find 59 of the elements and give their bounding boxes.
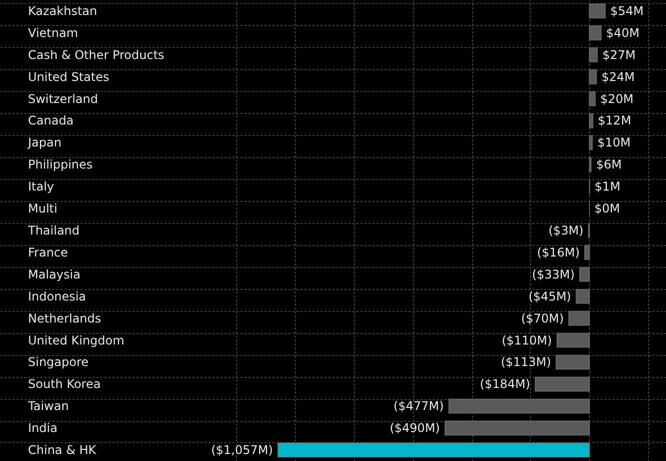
- y-tick-label: Kazakhstan: [28, 4, 98, 18]
- bar: [588, 3, 606, 18]
- bar: [584, 244, 590, 260]
- data-label: ($490M): [390, 421, 440, 436]
- data-label: ($1,057M): [211, 443, 273, 458]
- data-label: $10M: [597, 136, 631, 150]
- data-label: ($113M): [500, 355, 552, 370]
- bar: [588, 25, 602, 40]
- y-tick-label: Taiwan: [27, 399, 69, 414]
- y-tick-label: France: [28, 245, 68, 260]
- y-tick-label: Vietnam: [28, 26, 78, 40]
- y-tick-label: Singapore: [28, 355, 89, 370]
- data-label: $1M: [594, 180, 620, 194]
- y-tick-label: China & HK: [28, 443, 98, 458]
- data-label: ($33M): [532, 267, 575, 282]
- y-tick-label: Netherlands: [28, 311, 102, 326]
- y-tick-label: United States: [28, 70, 110, 84]
- bar: [277, 442, 590, 458]
- y-tick-label: Italy: [28, 180, 54, 194]
- y-tick-label: South Korea: [28, 377, 101, 392]
- y-tick-label: Philippines: [28, 158, 93, 172]
- y-tick-label: Malaysia: [28, 267, 80, 282]
- bar: [579, 266, 590, 282]
- y-tick-label: Cash & Other Products: [28, 48, 164, 62]
- data-label: ($70M): [521, 311, 564, 326]
- y-tick-label: Switzerland: [28, 92, 98, 106]
- y-tick-label: Thailand: [27, 224, 80, 238]
- bar: [448, 398, 590, 414]
- bar: [568, 310, 590, 326]
- bar: [444, 420, 590, 436]
- y-tick-label: India: [28, 421, 58, 436]
- bar: [588, 135, 593, 150]
- bar: [556, 354, 590, 370]
- bar: [556, 332, 590, 348]
- y-tick-label: United Kingdom: [28, 333, 124, 348]
- bar: [588, 47, 598, 62]
- data-label: ($45M): [528, 289, 572, 304]
- data-label: ($477M): [394, 399, 444, 414]
- data-label: ($110M): [502, 333, 552, 348]
- bar: [576, 288, 590, 304]
- y-tick-label: Indonesia: [28, 289, 86, 304]
- data-label: $40M: [606, 26, 640, 40]
- data-label: $6M: [596, 158, 622, 172]
- data-label: $20M: [600, 92, 634, 106]
- data-label: ($184M): [480, 377, 530, 392]
- y-tick-label: Multi: [28, 202, 58, 216]
- data-label: $27M: [602, 48, 636, 62]
- bar: [534, 376, 590, 392]
- data-label: $24M: [601, 70, 635, 84]
- data-label: ($3M): [548, 224, 584, 238]
- data-label: $0M: [594, 202, 620, 216]
- bar: [588, 69, 597, 84]
- data-label: $54M: [610, 4, 644, 18]
- bar: [588, 91, 596, 106]
- data-label: $12M: [598, 114, 632, 128]
- data-label: ($16M): [537, 245, 580, 260]
- y-tick-label: Japan: [27, 136, 62, 150]
- y-tick-label: Canada: [28, 114, 74, 128]
- bar: [588, 113, 594, 128]
